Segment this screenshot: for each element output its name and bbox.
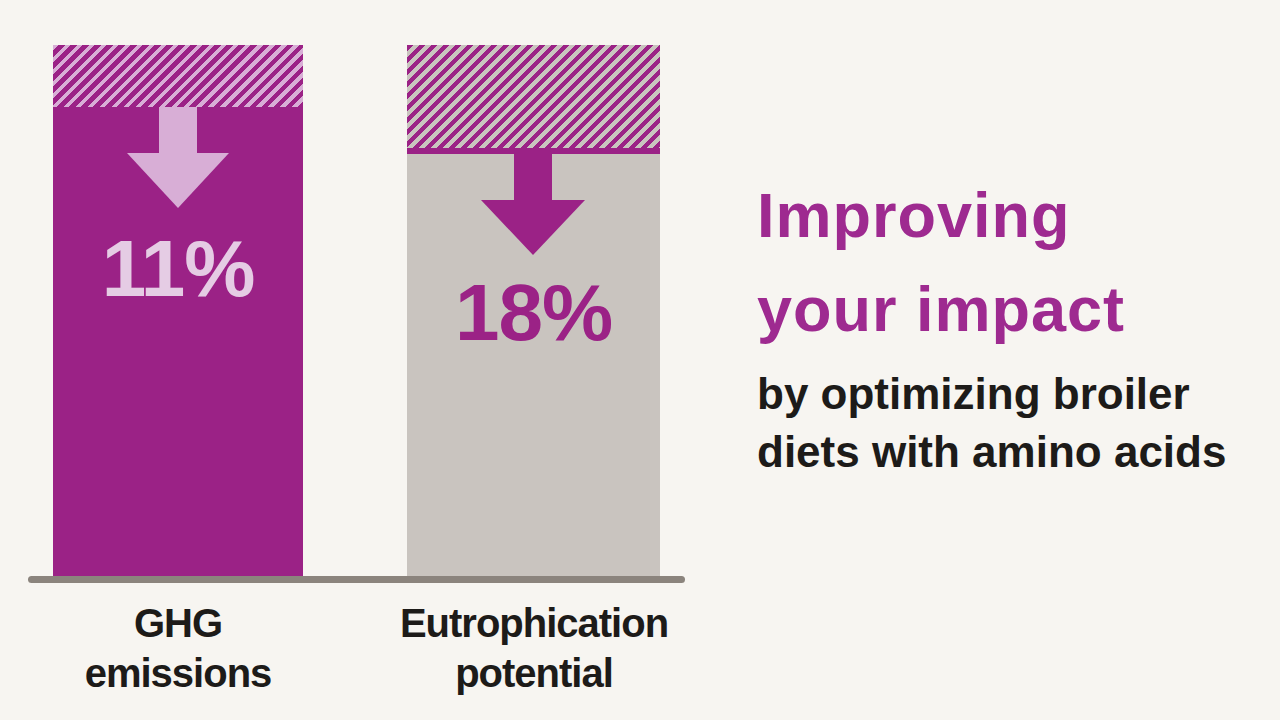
- subheadline-line1: by optimizing broiler: [757, 369, 1190, 418]
- headline-line1: Improving: [757, 180, 1071, 250]
- bar-ghg-value-label: 11%: [53, 231, 303, 307]
- bar-ghg-category-label: GHG emissions: [53, 598, 303, 698]
- down-arrow-head: [127, 153, 229, 208]
- infographic-canvas: 11% 18% GHG emissions Eutrophication pot…: [0, 0, 1280, 720]
- bar-eutrophication-potential: 18%: [407, 45, 660, 576]
- subheadline-line2: diets with amino acids: [757, 427, 1226, 476]
- baseline-axis: [28, 576, 685, 583]
- bar-eutrophication-category-line1: Eutrophication: [400, 601, 668, 645]
- bar-ghg-emissions: 11%: [53, 45, 303, 576]
- down-arrow-shaft: [514, 148, 552, 200]
- subheadline: by optimizing broiler diets with amino a…: [757, 365, 1257, 481]
- headline: Improving your impact: [757, 168, 1257, 356]
- bar-ghg-category-line2: emissions: [85, 651, 272, 695]
- down-arrow-head: [481, 200, 585, 255]
- bar-eutrophication-category-label: Eutrophication potential: [374, 598, 694, 698]
- headline-line2: your impact: [757, 274, 1125, 344]
- down-arrow-shaft: [159, 107, 197, 153]
- text-block: Improving your impact by optimizing broi…: [757, 168, 1257, 481]
- bar-eutrophication-value-label: 18%: [407, 275, 660, 351]
- bar-eutrophication-category-line2: potential: [455, 651, 613, 695]
- bar-ghg-category-line1: GHG: [134, 601, 222, 645]
